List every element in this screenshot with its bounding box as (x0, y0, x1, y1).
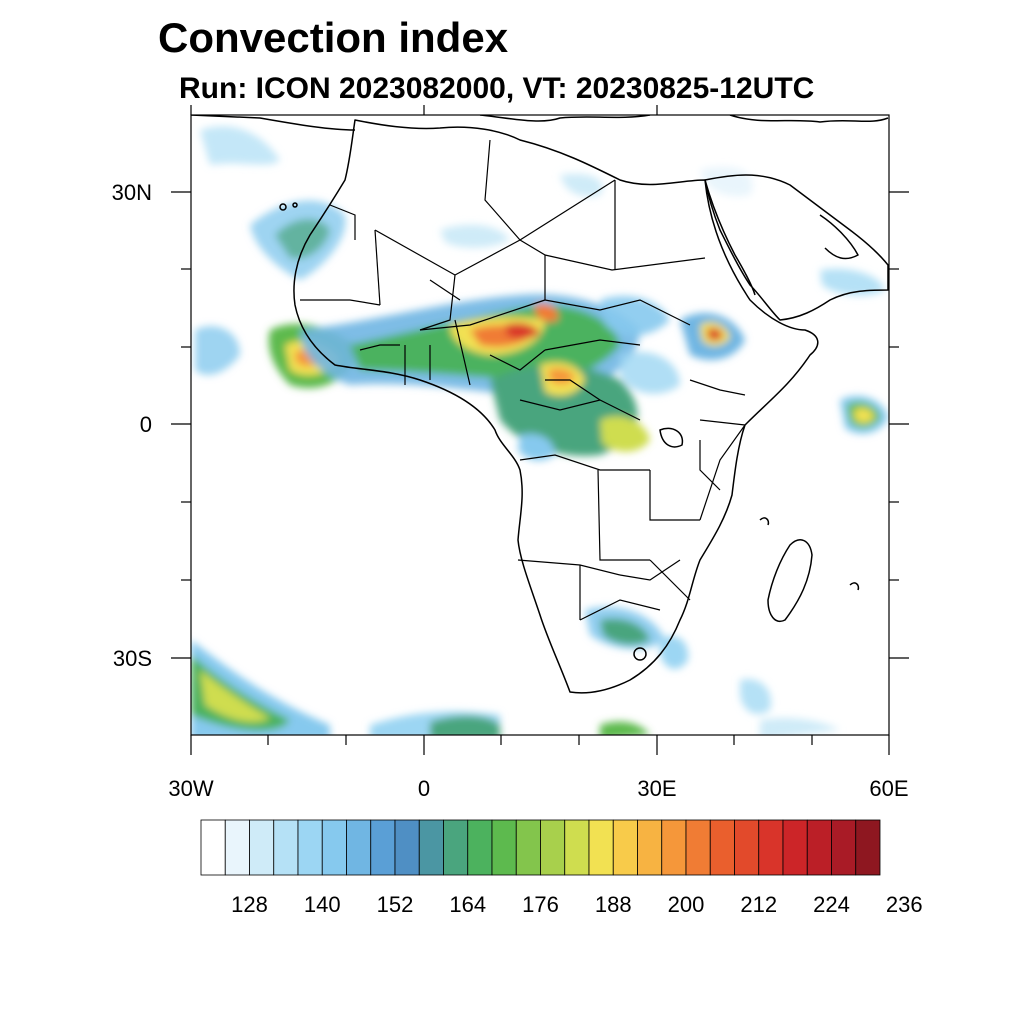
coastlines (191, 115, 889, 694)
colorbar-tick-label: 212 (740, 892, 777, 917)
colorbar-swatch (491, 819, 517, 876)
colorbar-swatch (540, 819, 566, 876)
colorbar-swatch (467, 819, 493, 876)
map-title: Convection index (158, 14, 509, 61)
colorbar-swatch (782, 819, 808, 876)
colorbar-swatch (370, 819, 396, 876)
lat-label-0: 0 (140, 412, 152, 437)
colorbar-swatch (515, 819, 541, 876)
colorbar-tick-label: 128 (231, 892, 268, 917)
map-subtitle: Run: ICON 2023082000, VT: 20230825-12UTC (179, 72, 815, 105)
colorbar-swatch (200, 819, 226, 876)
colorbar-swatch (612, 819, 638, 876)
colorbar-swatch (249, 819, 275, 876)
lat-label-30n: 30N (112, 180, 152, 205)
colorbar-tick-label: 236 (886, 892, 923, 917)
colorbar-swatch (806, 819, 832, 876)
lat-label-30s: 30S (113, 646, 152, 671)
colorbar-swatch (855, 819, 881, 876)
colorbar-tick-label: 200 (668, 892, 705, 917)
lon-label-30e: 30E (637, 776, 676, 801)
colorbar-swatch (758, 819, 784, 876)
axis-ticks (171, 105, 909, 755)
colorbar-tick-label: 176 (522, 892, 559, 917)
colorbar-swatch (661, 819, 687, 876)
colorbar-swatch (685, 819, 711, 876)
lon-label-60e: 60E (869, 776, 908, 801)
colorbar-swatch (224, 819, 250, 876)
colorbar-swatch (637, 819, 663, 876)
lon-label-30w: 30W (168, 776, 213, 801)
colorbar-swatch (564, 819, 590, 876)
convection-field (191, 126, 888, 735)
colorbar-swatch (321, 819, 347, 876)
plot-frame (190, 114, 890, 736)
colorbar-swatch (831, 819, 857, 876)
lon-label-0: 0 (418, 776, 430, 801)
colorbar-swatch (297, 819, 323, 876)
colorbar-tick-label: 164 (449, 892, 486, 917)
colorbar-swatch (418, 819, 444, 876)
colorbar (200, 819, 881, 876)
colorbar-swatch (443, 819, 469, 876)
colorbar-swatch (273, 819, 299, 876)
colorbar-swatch (346, 819, 372, 876)
colorbar-tick-label: 188 (595, 892, 632, 917)
colorbar-tick-label: 152 (377, 892, 414, 917)
colorbar-swatch (709, 819, 735, 876)
colorbar-labels: 128 140 152 164 176 188 200 212 224 236 (231, 892, 922, 917)
colorbar-swatch (734, 819, 760, 876)
colorbar-tick-label: 224 (813, 892, 850, 917)
colorbar-swatch (588, 819, 614, 876)
colorbar-tick-label: 140 (304, 892, 341, 917)
country-borders (300, 139, 746, 621)
colorbar-swatch (394, 819, 420, 876)
